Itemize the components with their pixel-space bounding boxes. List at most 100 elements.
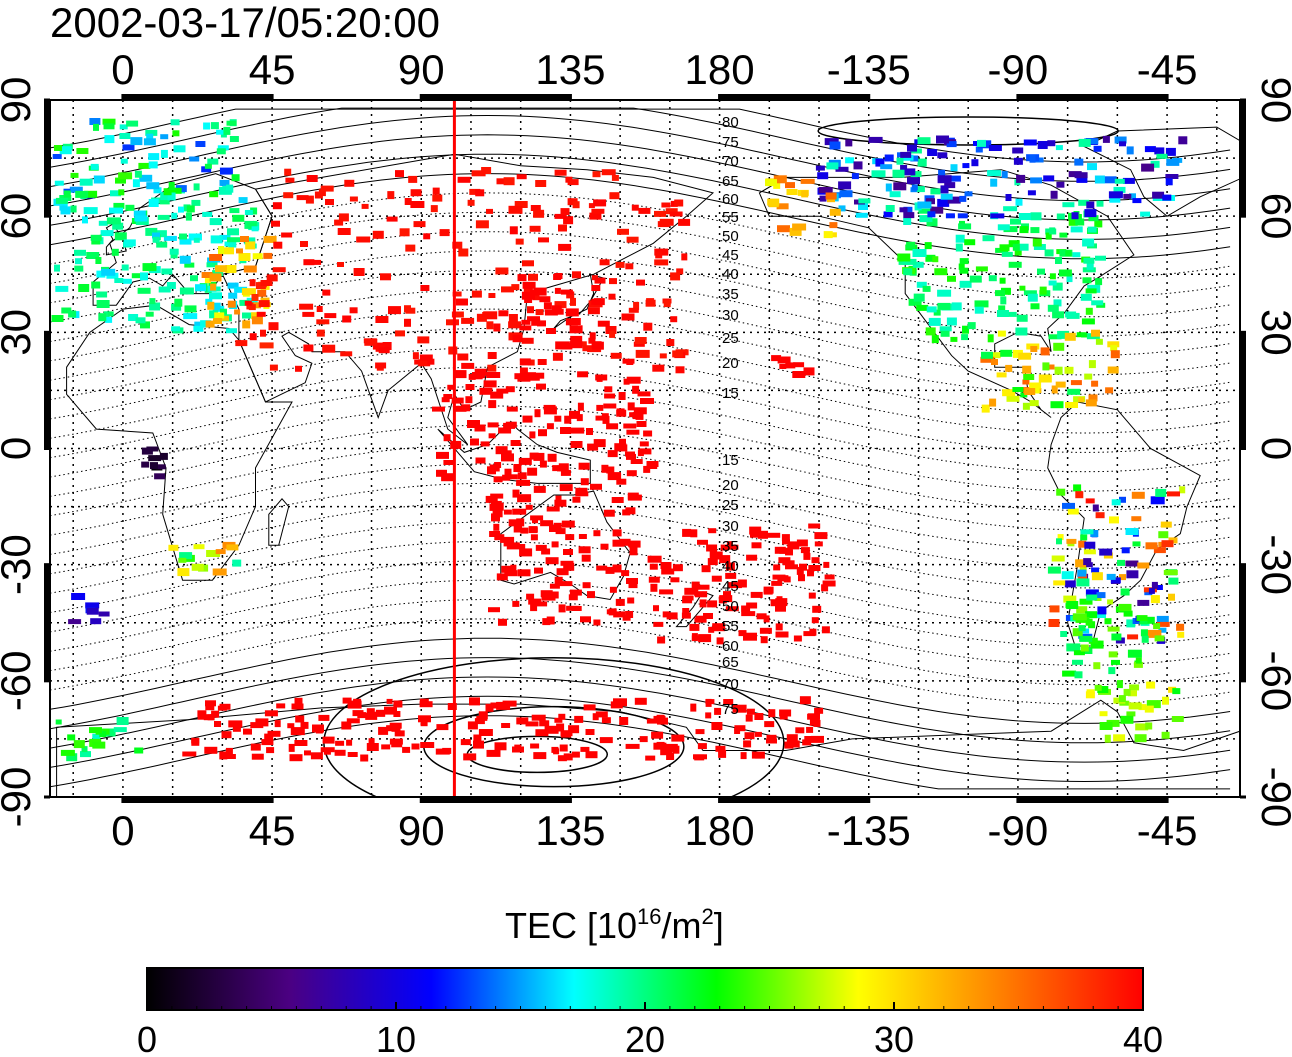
- tec-point: [571, 751, 580, 758]
- tec-point: [1014, 248, 1022, 256]
- tec-point: [558, 604, 566, 613]
- tec-point: [1087, 163, 1097, 171]
- tec-point: [725, 572, 737, 579]
- tec-point: [623, 423, 637, 429]
- tec-point: [660, 749, 673, 756]
- tec-point: [853, 161, 863, 170]
- tec-point: [206, 550, 221, 557]
- tec-point: [210, 122, 219, 130]
- tec-point: [1020, 392, 1028, 398]
- tec-point: [607, 450, 618, 458]
- tec-point: [1099, 548, 1113, 556]
- tec-point: [801, 190, 809, 198]
- left-latitude-ticks: 9060300-30-60-90: [0, 77, 50, 827]
- tec-point: [829, 141, 841, 150]
- tec-point: [1072, 252, 1081, 258]
- tec-point: [1027, 293, 1038, 302]
- tec-point: [388, 306, 401, 315]
- tec-point: [138, 162, 151, 169]
- top-lon-label: 135: [535, 46, 605, 93]
- tec-point: [793, 635, 802, 642]
- tec-point: [776, 203, 789, 210]
- tec-point: [926, 306, 937, 313]
- tec-point: [171, 326, 181, 332]
- tec-point: [522, 415, 533, 423]
- tec-point: [178, 206, 184, 213]
- tec-point: [544, 309, 558, 316]
- tec-point: [271, 220, 280, 227]
- tec-point: [205, 320, 215, 328]
- tec-point: [779, 712, 788, 720]
- tec-point: [1156, 615, 1169, 623]
- tec-point: [1168, 577, 1179, 585]
- tec-point: [596, 375, 603, 382]
- tec-point: [581, 554, 591, 562]
- coastline-greenland: [1083, 126, 1240, 217]
- tec-point: [615, 473, 622, 480]
- tec-point: [611, 497, 624, 503]
- tec-point: [1158, 531, 1169, 539]
- coastline-africa: [66, 304, 293, 581]
- tec-point: [386, 216, 398, 222]
- tec-point: [491, 513, 500, 522]
- tec-point: [659, 589, 674, 595]
- tec-point: [823, 561, 830, 568]
- tec-point: [508, 321, 522, 329]
- tec-point: [504, 468, 512, 476]
- tec-point: [947, 196, 961, 204]
- tec-point: [503, 509, 512, 515]
- tec-point: [461, 362, 475, 369]
- tec-point: [551, 541, 559, 548]
- tec-point: [227, 228, 239, 236]
- tec-point: [493, 323, 501, 332]
- tec-point: [482, 312, 492, 317]
- tec-point: [577, 371, 589, 378]
- right-lat-label: 60: [1253, 193, 1292, 240]
- tec-point: [1091, 329, 1100, 337]
- tec-point: [212, 568, 227, 576]
- tec-point: [743, 740, 752, 748]
- tec-point: [633, 407, 647, 415]
- tec-point: [1113, 734, 1126, 742]
- tec-point: [1086, 262, 1094, 270]
- tec-point: [660, 562, 672, 569]
- tec-point: [1122, 177, 1135, 184]
- tec-point: [1179, 486, 1186, 494]
- left-tick-mark: [44, 795, 50, 799]
- tec-point: [771, 580, 783, 586]
- tec-point: [613, 611, 626, 618]
- tec-point: [612, 539, 625, 547]
- tec-point: [553, 308, 564, 315]
- tec-point: [386, 725, 396, 732]
- left-lat-label: -60: [0, 650, 39, 711]
- tec-point: [1056, 538, 1062, 545]
- tec-point: [1066, 538, 1077, 544]
- tec-point: [105, 316, 113, 323]
- tec-point: [1095, 612, 1106, 618]
- tec-point: [393, 700, 403, 708]
- tec-point: [227, 237, 240, 243]
- tec-point: [178, 557, 187, 563]
- tec-point: [234, 286, 248, 293]
- tec-point: [1133, 661, 1143, 668]
- tec-point: [510, 564, 517, 572]
- tec-point: [695, 591, 707, 598]
- tec-point: [134, 747, 144, 754]
- tec-point: [987, 334, 994, 343]
- colorbar: 0 10 20 30 40: [137, 967, 1163, 1057]
- tec-point: [1085, 611, 1098, 619]
- tec-point: [656, 741, 665, 749]
- tec-point: [826, 162, 839, 170]
- tec-point: [1137, 599, 1150, 606]
- tec-point: [955, 234, 965, 243]
- tec-point: [593, 298, 605, 306]
- tec-point: [745, 714, 753, 722]
- tec-point: [1078, 397, 1085, 403]
- tec-point: [913, 293, 925, 302]
- tec-point: [1074, 172, 1088, 179]
- tec-point: [666, 753, 675, 760]
- tec-point: [361, 203, 369, 209]
- tec-point: [471, 170, 486, 177]
- tec-point: [51, 315, 64, 322]
- tec-point: [796, 566, 804, 575]
